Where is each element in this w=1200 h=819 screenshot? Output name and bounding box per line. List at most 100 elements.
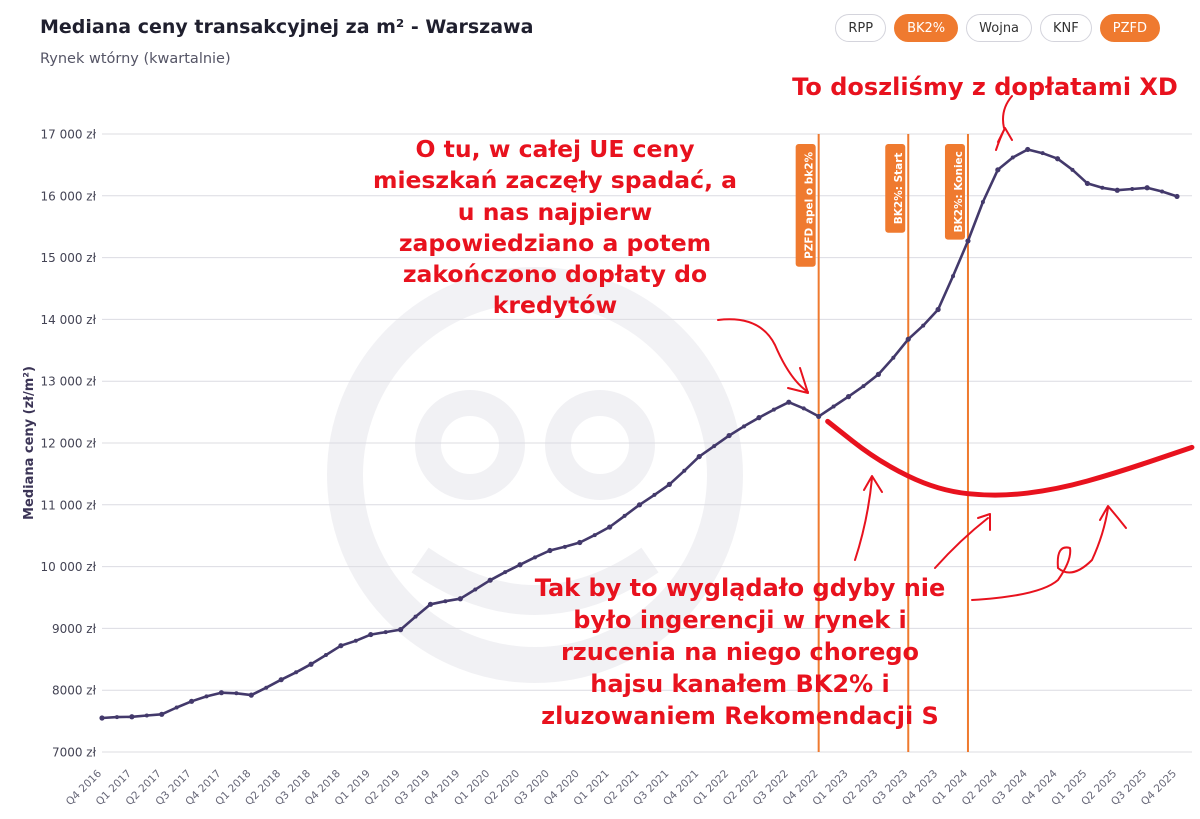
- data-point: [1130, 187, 1135, 192]
- data-point: [682, 468, 687, 473]
- event-flag: [795, 144, 816, 267]
- data-point: [398, 627, 404, 633]
- event-label: BK2%: Koniec: [953, 151, 965, 232]
- data-point: [905, 336, 911, 342]
- data-point: [188, 698, 195, 704]
- data-point: [1144, 185, 1150, 191]
- chart-title: Mediana ceny transakcyjnej za m² - Warsz…: [40, 16, 534, 38]
- annotation-left-line: O tu, w całej UE ceny: [415, 135, 695, 163]
- annotation-top: To doszliśmy z dopłatami XD: [792, 73, 1178, 101]
- data-point: [443, 599, 448, 604]
- data-point: [861, 384, 866, 389]
- data-point: [144, 713, 149, 718]
- filter-rpp-button[interactable]: RPP: [835, 14, 887, 42]
- data-point: [353, 638, 358, 643]
- y-tick-label: 15 000 zł: [40, 251, 96, 265]
- data-point: [891, 355, 896, 360]
- data-point: [278, 677, 284, 683]
- arrow-stroke: [934, 513, 991, 569]
- data-point: [473, 587, 478, 592]
- data-point: [427, 601, 434, 607]
- event-flag: [944, 144, 965, 240]
- y-tick-label: 7000 zł: [52, 746, 97, 760]
- data-point: [801, 406, 806, 411]
- filter-wojna-button[interactable]: Wojna: [966, 14, 1033, 42]
- y-tick-label: 13 000 zł: [40, 375, 96, 389]
- data-point: [1070, 167, 1075, 172]
- data-point: [1025, 146, 1031, 153]
- y-tick-label: 11 000 zł: [40, 498, 96, 512]
- chart-subtitle: Rynek wtórny (kwartalnie): [40, 51, 231, 67]
- data-point: [1084, 180, 1091, 187]
- annotation-bottom-line: Tak by to wyglądało gdyby nie: [534, 574, 946, 602]
- y-axis-label: Mediana ceny (zł/m²): [22, 366, 37, 520]
- data-point: [577, 539, 583, 546]
- data-point: [742, 424, 747, 429]
- data-point: [696, 453, 702, 460]
- filter-pzfd-button[interactable]: PZFD: [1099, 14, 1160, 42]
- data-point: [726, 432, 732, 439]
- data-point: [159, 711, 165, 717]
- data-point: [935, 306, 941, 313]
- annotation-bottom-line: hajsu kanałem BK2% i: [590, 669, 890, 698]
- data-point: [99, 715, 105, 721]
- data-point: [264, 685, 269, 690]
- data-point: [831, 404, 836, 409]
- annotation-bottom-line: rzucenia na niego chorego: [560, 637, 920, 666]
- data-point: [503, 570, 508, 575]
- data-point: [666, 481, 672, 488]
- data-point: [786, 399, 792, 405]
- y-tick-label: 12 000 zł: [40, 437, 96, 451]
- data-point: [771, 407, 776, 412]
- data-point: [845, 394, 852, 400]
- data-point: [622, 513, 627, 518]
- annotation-left-line: zapowiedziano a potem: [398, 228, 712, 257]
- annotation-left: O tu, w całej UE ceny mieszkań zaczęły s…: [350, 134, 760, 322]
- data-point: [517, 562, 523, 568]
- annotation-bottom-line: zluzowaniem Rekomendacji S: [541, 701, 939, 730]
- data-point: [383, 630, 388, 635]
- data-point: [248, 692, 254, 698]
- data-point: [980, 199, 985, 204]
- annotation-bottom-line: było ingerencji w rynek i: [573, 605, 907, 634]
- data-point: [487, 577, 493, 583]
- data-point: [921, 323, 926, 328]
- event-flag: [885, 144, 906, 233]
- filter-knf-button[interactable]: KNF: [1040, 14, 1092, 42]
- data-point: [607, 524, 613, 530]
- data-point: [1100, 185, 1105, 190]
- filter-bk2-button[interactable]: BK2%: [894, 14, 959, 42]
- data-point: [174, 705, 179, 710]
- data-point: [951, 274, 956, 279]
- data-point: [652, 492, 657, 497]
- data-point: [129, 714, 135, 720]
- data-point: [592, 533, 597, 538]
- data-point: [1054, 156, 1061, 162]
- data-point: [816, 413, 822, 420]
- data-point: [1174, 193, 1180, 200]
- data-point: [1160, 189, 1165, 194]
- handwritten-arrows: [717, 95, 1195, 601]
- data-point: [294, 670, 299, 675]
- event-label: PZFD apel o bk2%: [804, 151, 816, 259]
- data-point: [1114, 187, 1120, 193]
- data-point: [562, 544, 567, 549]
- annotation-left-line: mieszkań zaczęły spadać, a: [372, 166, 738, 195]
- y-tick-label: 16 000 zł: [40, 189, 96, 203]
- annotation-left-line: u nas najpierw: [457, 197, 653, 226]
- annotation-bottom: Tak by to wyglądało gdyby nie było inger…: [520, 573, 960, 733]
- arrow-stroke: [995, 95, 1013, 151]
- data-point: [875, 371, 881, 378]
- data-point: [1040, 151, 1045, 156]
- y-tick-label: 17 000 zł: [40, 128, 96, 142]
- data-point: [756, 415, 762, 421]
- data-point: [636, 502, 643, 508]
- event-label: BK2%: Start: [893, 153, 905, 225]
- data-point: [323, 652, 328, 657]
- y-tick-label: 9000 zł: [52, 622, 97, 636]
- filter-chips: RPP BK2% Wojna KNF PZFD: [835, 14, 1160, 42]
- data-point: [218, 690, 225, 696]
- data-point: [114, 715, 119, 720]
- y-tick-label: 8000 zł: [52, 684, 97, 698]
